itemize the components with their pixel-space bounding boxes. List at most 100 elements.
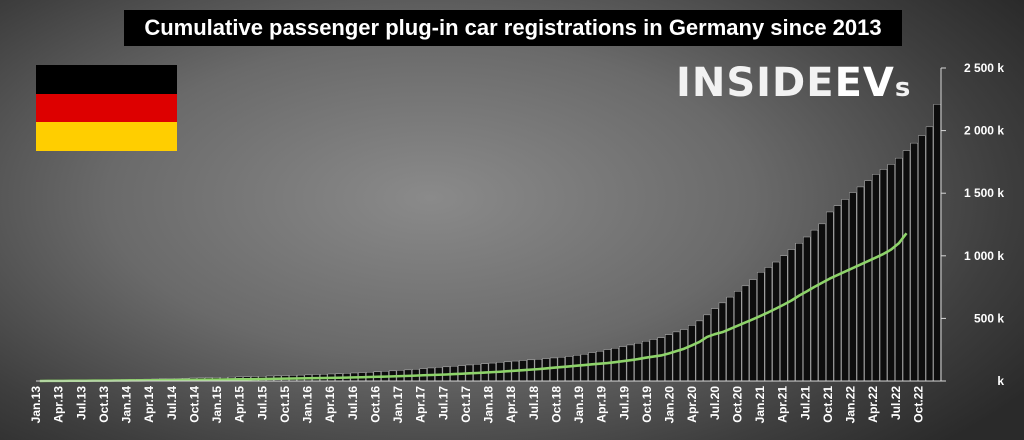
x-tick-label: Jul.19 (617, 386, 631, 420)
x-tick-label: Apr.18 (504, 386, 518, 423)
y-tick-label: 2 500 k (964, 61, 1004, 75)
x-tick-label: Jul.13 (74, 386, 88, 420)
y-tick-label: 1 000 k (964, 249, 1004, 263)
bar (902, 150, 911, 382)
bar (795, 243, 803, 382)
bar (841, 199, 849, 382)
bar (787, 249, 796, 382)
bar (749, 279, 757, 382)
x-tick-label: Jul.15 (255, 386, 269, 420)
x-tick-label: Oct.18 (549, 386, 563, 423)
logo-text-main: INSIDE (676, 60, 835, 106)
x-tick-label: Apr.16 (323, 386, 337, 423)
bar (695, 320, 704, 382)
x-tick-label: Jan.17 (391, 386, 405, 424)
bar-series (36, 104, 941, 382)
bar (757, 272, 765, 382)
bar (810, 229, 819, 382)
insideevs-logo: INSIDEEVs (676, 60, 911, 106)
bar (780, 255, 788, 382)
bar (649, 339, 658, 382)
x-tick-label: Oct.14 (187, 386, 201, 423)
bar (642, 340, 650, 382)
bar (573, 355, 581, 382)
bar (933, 104, 941, 382)
bar (734, 291, 742, 382)
x-tick-label: Jan.22 (844, 386, 858, 424)
chart-title: Cumulative passenger plug-in car registr… (124, 10, 902, 46)
x-tick-label: Jan.15 (210, 386, 224, 424)
y-tick-label: k (997, 374, 1004, 388)
x-tick-label: Apr.15 (233, 386, 247, 423)
bar (803, 236, 811, 382)
x-tick-label: Jul.18 (527, 386, 541, 420)
bar (887, 164, 895, 382)
x-tick-label: Apr.13 (52, 386, 66, 423)
bar (603, 349, 612, 382)
bar (588, 352, 596, 382)
bar (764, 267, 773, 382)
x-tick-label: Apr.22 (866, 386, 880, 423)
x-tick-label: Oct.22 (911, 386, 925, 423)
line-series (39, 232, 908, 383)
logo-text-accent: EV (834, 60, 895, 106)
bar (550, 357, 558, 382)
bar (741, 285, 750, 382)
bar (596, 351, 604, 382)
x-axis-ticks: Jan.13 Apr.13 Jul.13 Oct.13 Jan.14 Apr.14 Jul.… (29, 386, 925, 424)
x-tick-label: Jan.19 (572, 386, 586, 424)
bar (619, 346, 627, 382)
bar (833, 205, 842, 382)
bar (879, 169, 888, 382)
bar (726, 296, 734, 382)
bar (580, 354, 588, 382)
bar (918, 135, 926, 382)
bar (565, 356, 573, 382)
bar (672, 331, 681, 382)
y-tick-label: 500 k (974, 311, 1004, 325)
x-tick-label: Jan.21 (753, 386, 767, 424)
y-axis-ticks: k 500 k 1 000 k 1 500 k 2 000 k 2 500 k (941, 61, 1004, 388)
bar (557, 357, 565, 382)
bar (925, 126, 934, 382)
x-tick-label: Jan.14 (120, 386, 134, 424)
x-tick-label: Jan.18 (482, 386, 496, 424)
x-tick-label: Jan.16 (301, 386, 315, 424)
flag-stripe-red (36, 93, 177, 123)
x-tick-label: Jul.22 (889, 386, 903, 420)
x-tick-label: Apr.14 (142, 386, 156, 423)
y-tick-label: 2 000 k (964, 124, 1004, 138)
logo-text-suffix: s (894, 73, 912, 103)
bar (864, 180, 872, 382)
x-tick-label: Apr.17 (414, 386, 428, 423)
bar (711, 308, 719, 382)
bar (657, 337, 665, 382)
bar (895, 157, 903, 382)
bar (772, 261, 780, 382)
x-tick-label: Oct.15 (278, 386, 292, 423)
bar (665, 334, 673, 382)
bar (718, 302, 727, 382)
bar (818, 223, 826, 382)
x-tick-label: Jul.17 (436, 386, 450, 420)
bar (688, 325, 696, 382)
x-tick-label: Oct.20 (730, 386, 744, 423)
x-tick-label: Jul.14 (165, 386, 179, 420)
x-tick-label: Jul.20 (708, 386, 722, 420)
bar (626, 344, 635, 382)
bar (634, 342, 642, 382)
bar (826, 211, 834, 382)
bar (872, 174, 880, 382)
axes (36, 68, 942, 382)
bar (910, 142, 918, 382)
x-tick-label: Oct.21 (821, 386, 835, 423)
x-tick-label: Apr.21 (776, 386, 790, 423)
bar (856, 186, 865, 382)
x-tick-label: Jan.20 (663, 386, 677, 424)
x-tick-label: Jul.21 (798, 386, 812, 420)
bar (703, 314, 711, 382)
x-tick-label: Oct.13 (97, 386, 111, 423)
x-tick-label: Oct.19 (640, 386, 654, 423)
